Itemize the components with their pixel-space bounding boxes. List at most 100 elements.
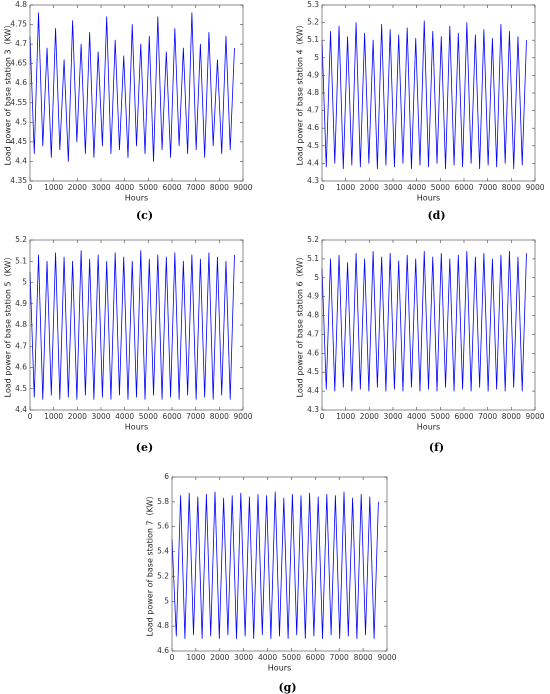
y-tick-label: 4.8 <box>157 621 169 630</box>
panel-caption: (c) <box>136 209 153 222</box>
x-tick-label: 4000 <box>115 412 134 421</box>
y-tick-label: 4.8 <box>15 0 27 9</box>
x-tick-label: 5000 <box>139 412 158 421</box>
y-tick-label: 4.75 <box>10 20 27 29</box>
x-tick-label: 9000 <box>525 183 544 192</box>
x-tick-label: 7000 <box>478 183 497 192</box>
y-tick-label: 4.3 <box>307 405 319 414</box>
x-tick-label: 0 <box>28 183 33 192</box>
x-tick-label: 5000 <box>139 183 158 192</box>
x-tick-label: 6000 <box>162 183 181 192</box>
x-tick-label: 3000 <box>91 183 110 192</box>
y-tick-label: 4.8 <box>307 311 319 320</box>
x-tick-label: 8000 <box>502 183 521 192</box>
axes-box <box>29 4 244 182</box>
x-tick-label: 2000 <box>360 183 379 192</box>
y-tick-label: 4.9 <box>307 70 319 79</box>
x-axis-label: Hours <box>268 664 291 673</box>
y-tick-label: 5 <box>164 596 169 605</box>
y-tick-label: 5.2 <box>307 18 319 27</box>
x-tick-label: 9000 <box>525 412 544 421</box>
y-tick-label: 4.35 <box>10 176 27 185</box>
x-tick-label: 5000 <box>282 653 301 662</box>
panel-caption: (f) <box>429 441 444 454</box>
x-tick-label: 3000 <box>91 412 110 421</box>
x-tick-label: 4000 <box>258 653 277 662</box>
plot-area <box>30 240 243 410</box>
x-tick-label: 1000 <box>336 183 355 192</box>
y-tick-label: 4.6 <box>157 646 169 655</box>
x-tick-label: 0 <box>320 412 325 421</box>
x-tick-label: 8000 <box>354 653 373 662</box>
x-tick-label: 0 <box>170 653 175 662</box>
y-tick-label: 4.65 <box>10 59 27 68</box>
x-tick-label: 6000 <box>454 183 473 192</box>
x-tick-label: 7000 <box>330 653 349 662</box>
y-tick-label: 4.8 <box>15 320 27 329</box>
x-tick-label: 2000 <box>68 183 87 192</box>
y-tick-label: 4.4 <box>307 158 319 167</box>
x-tick-label: 1000 <box>186 653 205 662</box>
y-tick-label: 5.1 <box>307 254 319 263</box>
plot-area <box>322 5 535 181</box>
x-tick-label: 1000 <box>44 183 63 192</box>
y-tick-label: 4.6 <box>307 348 319 357</box>
y-tick-label: 4.7 <box>15 39 27 48</box>
y-axis-label: Load power of base station 5（KW） <box>4 253 13 398</box>
y-tick-label: 5.3 <box>307 0 319 9</box>
y-tick-label: 4.4 <box>307 386 319 395</box>
x-tick-label: 1000 <box>44 412 63 421</box>
x-tick-label: 1000 <box>336 412 355 421</box>
y-tick-label: 4.7 <box>307 329 319 338</box>
axes-box <box>321 239 536 411</box>
data-line <box>29 250 235 400</box>
y-tick-label: 4.45 <box>10 137 27 146</box>
y-tick-label: 4.5 <box>15 117 27 126</box>
y-tick-label: 4.6 <box>307 123 319 132</box>
data-line <box>29 12 235 162</box>
x-axis-label: Hours <box>125 423 148 432</box>
x-tick-label: 9000 <box>233 183 252 192</box>
x-tick-label: 9000 <box>377 653 396 662</box>
x-tick-label: 2000 <box>68 412 87 421</box>
y-tick-label: 5.2 <box>157 571 169 580</box>
y-axis-label: Load power of base station 3（KW） <box>4 21 13 166</box>
x-tick-label: 6000 <box>306 653 325 662</box>
plot-area <box>172 477 387 651</box>
y-tick-label: 4.3 <box>307 176 319 185</box>
y-tick-label: 5.6 <box>157 522 169 531</box>
y-tick-label: 6 <box>164 472 169 481</box>
y-tick-label: 4.5 <box>307 141 319 150</box>
axes-box <box>171 476 388 652</box>
y-tick-label: 5.2 <box>15 235 27 244</box>
y-axis-label: Load power of base station 7（KW） <box>146 492 155 637</box>
panel-caption: (d) <box>427 209 445 222</box>
y-tick-label: 5.8 <box>157 497 169 506</box>
y-tick-label: 4.7 <box>307 106 319 115</box>
y-tick-label: 5.1 <box>307 35 319 44</box>
panel-caption: (e) <box>136 441 153 454</box>
x-tick-label: 0 <box>320 183 325 192</box>
x-tick-label: 6000 <box>162 412 181 421</box>
x-tick-label: 8000 <box>210 412 229 421</box>
y-tick-label: 4.5 <box>307 367 319 376</box>
x-tick-label: 8000 <box>210 183 229 192</box>
y-tick-label: 5.2 <box>307 235 319 244</box>
x-tick-label: 3000 <box>383 183 402 192</box>
y-tick-label: 5 <box>22 278 27 287</box>
x-axis-label: Hours <box>417 194 440 203</box>
x-axis-label: Hours <box>125 194 148 203</box>
x-tick-label: 3000 <box>234 653 253 662</box>
y-tick-label: 5 <box>314 53 319 62</box>
y-tick-label: 5 <box>314 273 319 282</box>
y-tick-label: 5.4 <box>157 547 169 556</box>
y-axis-label: Load power of base station 6（KW） <box>296 253 305 398</box>
y-tick-label: 4.6 <box>15 78 27 87</box>
y-tick-label: 4.55 <box>10 98 27 107</box>
data-line <box>321 20 527 170</box>
data-line <box>171 491 379 639</box>
x-tick-label: 2000 <box>210 653 229 662</box>
y-tick-label: 4.7 <box>15 341 27 350</box>
x-tick-label: 7000 <box>186 412 205 421</box>
y-tick-label: 4.8 <box>307 88 319 97</box>
